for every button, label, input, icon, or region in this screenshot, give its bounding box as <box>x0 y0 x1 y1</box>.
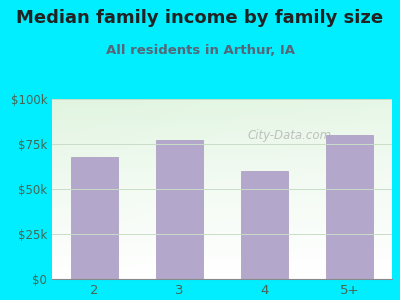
Text: All residents in Arthur, IA: All residents in Arthur, IA <box>106 44 294 56</box>
Bar <box>156 140 203 279</box>
Text: City-Data.com: City-Data.com <box>248 128 332 142</box>
Text: Median family income by family size: Median family income by family size <box>16 9 384 27</box>
Bar <box>326 135 373 279</box>
Bar <box>241 171 288 279</box>
Bar <box>71 157 118 279</box>
